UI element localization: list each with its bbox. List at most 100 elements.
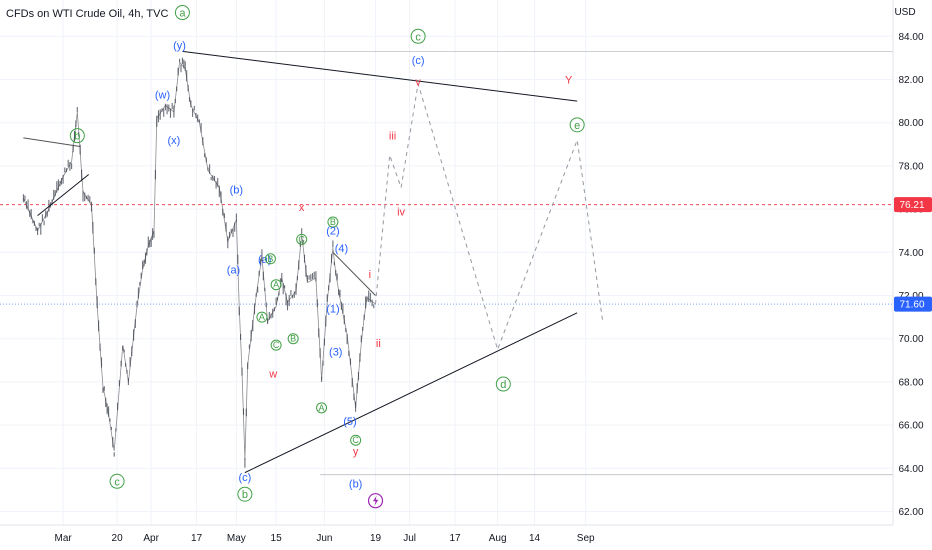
y-tick-label: 62.00 (898, 507, 923, 518)
wave-label: e (574, 120, 580, 132)
trendlines (23, 50, 578, 474)
wave-label-circle (270, 339, 282, 351)
wave-label-circle (237, 486, 253, 502)
lightning-icon-bolt (373, 495, 379, 506)
wave-label-circle (270, 279, 282, 291)
price-line (23, 61, 376, 460)
projection-dashed-path (375, 83, 604, 352)
chart-title: CFDs on WTI Crude Oil, 4h, TVC (6, 8, 168, 20)
wave-label: Y (565, 75, 573, 87)
y-tick-label: 80.00 (898, 118, 923, 129)
wave-label-circle (264, 253, 276, 265)
wave-label: v (415, 77, 421, 89)
wave-label: C (352, 435, 359, 445)
wave-label-circle (256, 311, 268, 323)
currency-label: USD (894, 7, 915, 18)
price-series (22, 57, 376, 468)
wave-label-circle (495, 376, 511, 392)
y-tick-label: 64.00 (898, 464, 923, 475)
x-tick-label: 15 (271, 533, 283, 544)
x-tick-label: Apr (143, 533, 159, 544)
lower-triangle-line (244, 312, 578, 474)
wave-label: A (319, 403, 325, 413)
wave-label: (b) (349, 478, 362, 490)
wave-label: (y) (173, 40, 186, 52)
wave-label-circle (316, 402, 328, 414)
wave-label: c (415, 31, 421, 43)
wave-label: (1) (326, 303, 339, 315)
price-tag-box (894, 296, 932, 312)
june-wedge-line (332, 251, 376, 296)
wave-label-circle (327, 216, 339, 228)
wave-label: (b) (230, 185, 243, 197)
wave-label: b (242, 489, 248, 501)
price-tag-box (894, 197, 932, 213)
early-lower-line (37, 174, 89, 216)
x-tick-label: Aug (489, 533, 507, 544)
wave-label: B (267, 254, 273, 264)
x-tick-label: 19 (370, 533, 382, 544)
wave-label: iii (389, 131, 396, 143)
grid (0, 0, 893, 525)
wave-label-circle (350, 434, 362, 446)
wave-label: d (500, 379, 506, 391)
early-upper-line (23, 137, 81, 147)
wave-label-circle (569, 117, 585, 133)
upper-triangle-line (182, 50, 578, 102)
x-tick-label: 17 (191, 533, 203, 544)
y-tick-label: 82.00 (898, 75, 923, 86)
wave-label: B (290, 334, 296, 344)
x-tick-label: May (227, 533, 246, 544)
wave-label: b (74, 131, 80, 143)
wave-label: (x) (167, 135, 180, 147)
wave-label: (3) (329, 347, 342, 359)
wave-label: B (330, 217, 336, 227)
x-tick-label: 14 (529, 533, 541, 544)
y-tick-label: 70.00 (898, 334, 923, 345)
wave-label-circle (287, 333, 299, 345)
y-tick-label: 78.00 (898, 161, 923, 172)
wave-label-circle (410, 28, 426, 44)
lightning-icon (367, 493, 384, 509)
wave-annotations: a(y)(w)(x)bc(b)(a)(c)b(a)BAACBwxCAB(2)(1… (69, 5, 585, 509)
y-tick-label: 66.00 (898, 421, 923, 432)
wave-label-circle (174, 5, 190, 21)
x-tick-label: Mar (55, 533, 73, 544)
wave-label: x (299, 202, 305, 214)
wave-label: y (353, 446, 359, 458)
wave-label: a (179, 8, 186, 20)
wave-label: C (298, 234, 305, 244)
wave-label: i (369, 269, 371, 281)
wave-label-circle (109, 473, 125, 489)
price-tag-label: 76.21 (899, 200, 924, 211)
wave-label: (a) (227, 265, 240, 277)
wave-label: C (273, 340, 280, 350)
x-tick-label: 17 (449, 533, 461, 544)
wave-label: (4) (335, 243, 348, 255)
wave-label: (w) (155, 90, 170, 102)
wave-label: (c) (412, 55, 425, 67)
wave-label: (2) (326, 226, 339, 238)
x-tick-label: 20 (112, 533, 124, 544)
x-tick-label: Jul (403, 533, 416, 544)
wave-label-circle (69, 128, 85, 144)
wave-label: c (114, 476, 120, 488)
x-tick-label: Jun (316, 533, 332, 544)
x-tick-label: Sep (577, 533, 595, 544)
wave-label-circle (296, 233, 308, 245)
y-tick-label: 72.00 (898, 291, 923, 302)
wave-label: (c) (238, 472, 251, 484)
projection-path (375, 83, 604, 352)
wave-label: w (268, 368, 277, 380)
wave-label: A (259, 312, 265, 322)
y-tick-label: 68.00 (898, 377, 923, 388)
price-tag-label: 71.60 (899, 300, 924, 311)
wave-label: (5) (343, 416, 356, 428)
price-reference-lines (0, 51, 893, 476)
wave-label: A (273, 280, 279, 290)
wave-label: ii (376, 338, 381, 350)
y-tick-label: 84.00 (898, 32, 923, 43)
y-tick-label: 74.00 (898, 248, 923, 259)
